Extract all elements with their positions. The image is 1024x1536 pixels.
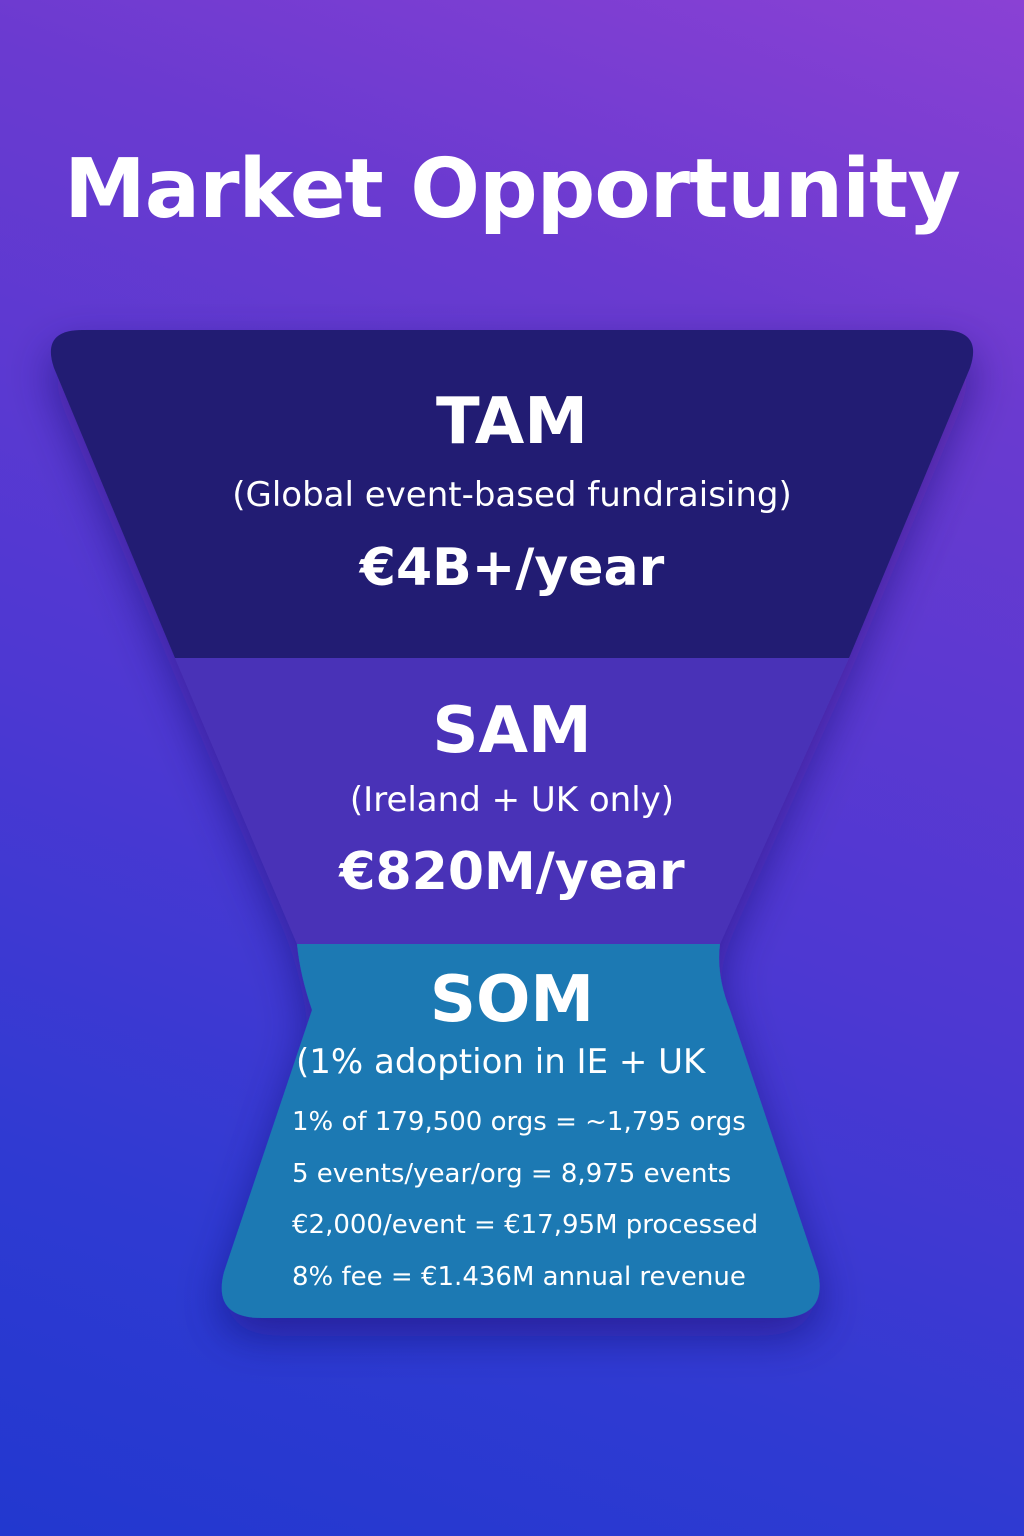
sam-value: €820M/year xyxy=(339,842,685,902)
sam-label: SAM xyxy=(432,694,592,768)
tam-value: €4B+/year xyxy=(359,538,665,598)
tam-label: TAM xyxy=(436,385,588,459)
tam-description: (Global event-based fundraising) xyxy=(232,475,792,515)
som-description: (1% adoption in IE + UK xyxy=(296,1042,706,1082)
som-segment xyxy=(221,944,820,1318)
page-title: Market Opportunity xyxy=(64,142,961,237)
sam-description: (Ireland + UK only) xyxy=(349,780,675,820)
som-label: SOM xyxy=(429,963,595,1037)
som-line-processed: €2,000/event = €17,95M processed xyxy=(292,1210,759,1240)
som-line-orgs: 1% of 179,500 orgs = ~1,795 orgs xyxy=(292,1107,746,1137)
tam-segment xyxy=(50,330,974,658)
som-line-revenue: 8% fee = €1.436M annual revenue xyxy=(292,1262,746,1292)
sam-segment xyxy=(175,658,849,944)
som-line-events: 5 events/year/org = 8,975 events xyxy=(292,1159,732,1189)
